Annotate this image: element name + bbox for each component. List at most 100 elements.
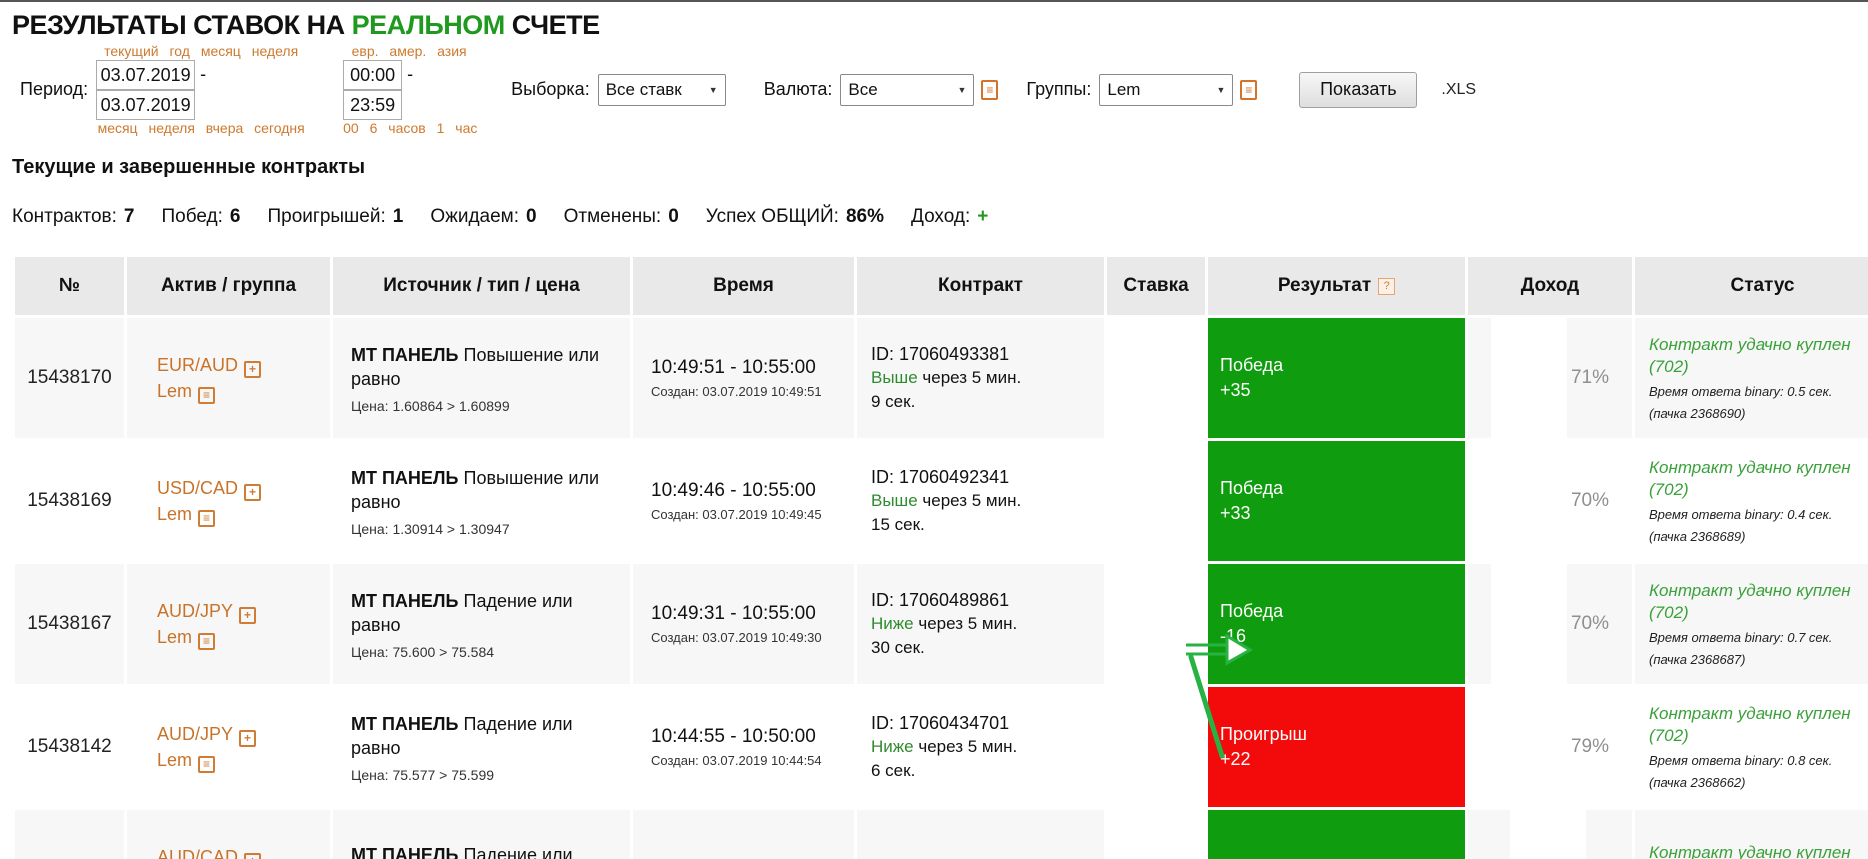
asset-expand-icon[interactable]: + xyxy=(244,852,262,859)
source-name: МТ ПАНЕЛЬ xyxy=(351,467,459,488)
stats-summary: Контрактов: 7 Побед: 6 Проигрышей: 1 Ожидае… xyxy=(12,206,1868,228)
income-cell: 71% xyxy=(1468,318,1632,438)
date-range-group: текущий год месяц неделя 03.07.2019 -03.0… xyxy=(96,43,306,136)
stat-contracts: Контрактов: 7 xyxy=(12,206,135,227)
created-timestamp: Создан: 03.07.2019 10:49:51 xyxy=(651,384,822,399)
table-row: 15438170 EUR/AUD + Lem ≡ МТ ПАНЕЛЬ Повышен… xyxy=(15,318,1868,438)
group-list-icon[interactable]: ≡ xyxy=(198,632,216,650)
asset-expand-icon[interactable]: + xyxy=(244,360,262,378)
result-label: Проигрыш xyxy=(1220,724,1307,744)
group-list-icon[interactable]: ≡ xyxy=(198,386,216,404)
status-text: Контракт удачно куплен xyxy=(1649,335,1851,354)
created-timestamp: Создан: 03.07.2019 10:49:30 xyxy=(651,630,822,645)
time-separator: - xyxy=(407,63,414,84)
contract-id: ID: 17060493381 xyxy=(871,344,1010,364)
show-button[interactable]: Показать xyxy=(1299,71,1418,108)
source-name: МТ ПАНЕЛЬ xyxy=(351,844,459,859)
time-quick-links-bottom[interactable]: 00 6 часов 1 час xyxy=(343,120,478,136)
contract-number: 15438169 xyxy=(27,490,112,511)
header-stake: Ставка xyxy=(1107,257,1205,315)
time-quick-links-top[interactable]: евр. амер. азия xyxy=(351,43,467,59)
asset-link[interactable]: AUD/JPY xyxy=(157,601,234,621)
status-code: (702) xyxy=(1649,603,1689,622)
table-header-row: № Актив / группа Источник / тип / цена В… xyxy=(15,257,1868,315)
source-type-price-cell: МТ ПАНЕЛЬ Падение или равно xyxy=(333,810,630,859)
status-cell: Контракт удачно куплен (702) Время ответ… xyxy=(1635,687,1868,807)
section-title: Текущие и завершенные контракты xyxy=(12,156,366,178)
group-list-icon[interactable]: ≡ xyxy=(198,509,216,527)
time-to-input[interactable]: 23:59 xyxy=(343,90,403,120)
currency-select[interactable]: Все ▼ xyxy=(840,73,975,106)
asset-group-cell: AUD/CAD+ Lem≡ xyxy=(127,810,330,859)
group-link[interactable]: Lem xyxy=(157,627,193,647)
price-range: Цена: 1.30914 > 1.30947 xyxy=(351,520,510,537)
top-edge-strip xyxy=(0,0,1868,2)
created-timestamp: Создан: 03.07.2019 10:49:45 xyxy=(651,507,822,522)
contract-id: ID: 17060492341 xyxy=(871,467,1010,487)
asset-group-cell: USD/CAD + Lem ≡ xyxy=(127,441,330,561)
contract-number-cell: 15438142 xyxy=(15,687,124,807)
date-quick-links-top[interactable]: текущий год месяц неделя xyxy=(104,43,299,59)
status-cell: Контракт удачно куплен (702) Время ответ… xyxy=(1635,318,1868,438)
contract-type: Падение или равно xyxy=(351,713,573,758)
status-answer-time: Время ответа binary: 0.8 сек. xyxy=(1649,753,1833,768)
time-from-input[interactable]: 00:00 xyxy=(343,60,403,90)
asset-link[interactable]: AUD/CAD xyxy=(157,847,239,859)
stat-losses: Проигрышей: 1 xyxy=(267,206,404,227)
asset-expand-icon[interactable]: + xyxy=(239,729,257,747)
source-type-price-cell: МТ ПАНЕЛЬ Повышение или равно Цена: 1.60… xyxy=(333,318,630,438)
contract-number-cell: 15438170 xyxy=(15,318,124,438)
contracts-table: № Актив / группа Источник / тип / цена В… xyxy=(15,257,1868,859)
page-title-prefix: РЕЗУЛЬТАТЫ СТАВОК НА xyxy=(12,10,352,40)
asset-expand-icon[interactable]: + xyxy=(239,606,257,624)
income-redaction-box xyxy=(1490,564,1567,684)
header-income: Доход xyxy=(1468,257,1632,315)
group-link[interactable]: Lem xyxy=(157,381,193,401)
page-title-highlight: РЕАЛЬНОМ xyxy=(351,10,506,40)
groups-select-value: Lem xyxy=(1107,79,1141,99)
status-text: Контракт удачно куплен xyxy=(1649,704,1851,723)
group-link[interactable]: Lem xyxy=(157,750,193,770)
time-cell: 10:49:46 - 10:55:00 Создан: 03.07.2019 1… xyxy=(633,441,854,561)
income-cell: 70% xyxy=(1468,564,1632,684)
status-cell: Контракт удачно куплен (702) Время ответ… xyxy=(1635,564,1868,684)
direction-detail: через 5 мин. xyxy=(922,491,1022,510)
income-redaction-box xyxy=(1490,318,1567,438)
groups-list-icon[interactable]: ≡ xyxy=(1240,79,1258,100)
sample-select[interactable]: Все ставк ▼ xyxy=(597,73,726,106)
header-time: Время xyxy=(633,257,854,315)
result-cell: Победа +35 xyxy=(1208,318,1465,438)
asset-expand-icon[interactable]: + xyxy=(244,483,262,501)
income-percent: 71% xyxy=(1570,367,1610,388)
table-row: 15438167 AUD/JPY + Lem ≡ МТ ПАНЕЛЬ Падение… xyxy=(15,564,1868,684)
direction-label: Выше xyxy=(871,368,918,387)
group-list-icon[interactable]: ≡ xyxy=(198,755,216,773)
filter-bar: Период: текущий год месяц неделя 03.07.2… xyxy=(20,43,1868,136)
stake-cell-redacted xyxy=(1107,441,1205,561)
xls-export-link[interactable]: .XLS xyxy=(1441,80,1477,98)
source-type-price-cell: МТ ПАНЕЛЬ Повышение или равно Цена: 1.30… xyxy=(333,441,630,561)
direction-detail: через 5 мин. xyxy=(918,614,1018,633)
date-to-input[interactable]: 03.07.2019 xyxy=(96,90,196,120)
date-quick-links-bottom[interactable]: месяц неделя вчера сегодня xyxy=(97,120,305,136)
contract-type: Падение или равно xyxy=(463,844,573,859)
status-cell: Контракт удачно куплен (702) Время ответ… xyxy=(1635,441,1868,561)
date-from-input[interactable]: 03.07.2019 xyxy=(96,60,196,90)
time-cell: 10:49:51 - 10:55:00 Создан: 03.07.2019 1… xyxy=(633,318,854,438)
asset-link[interactable]: AUD/JPY xyxy=(157,724,234,744)
currency-list-icon[interactable]: ≡ xyxy=(981,79,999,100)
page-title-suffix: СЧЕТЕ xyxy=(504,10,600,40)
result-label: Победа xyxy=(1220,478,1284,498)
group-link[interactable]: Lem xyxy=(157,504,193,524)
source-type-price-cell: МТ ПАНЕЛЬ Падение или равно Цена: 75.577… xyxy=(333,687,630,807)
result-help-icon[interactable]: ? xyxy=(1378,277,1396,295)
stake-cell-redacted xyxy=(1107,810,1205,859)
source-name: МТ ПАНЕЛЬ xyxy=(351,590,459,611)
page-title: РЕЗУЛЬТАТЫ СТАВОК НА РЕАЛЬНОМ СЧЕТЕ xyxy=(12,10,1868,41)
contract-number: 15438170 xyxy=(27,367,112,388)
period-label: Период: xyxy=(20,79,89,99)
asset-link[interactable]: USD/CAD xyxy=(157,478,239,498)
asset-link[interactable]: EUR/AUD xyxy=(157,355,239,375)
groups-select[interactable]: Lem ▼ xyxy=(1099,73,1234,106)
contract-number: 15438142 xyxy=(27,736,112,757)
